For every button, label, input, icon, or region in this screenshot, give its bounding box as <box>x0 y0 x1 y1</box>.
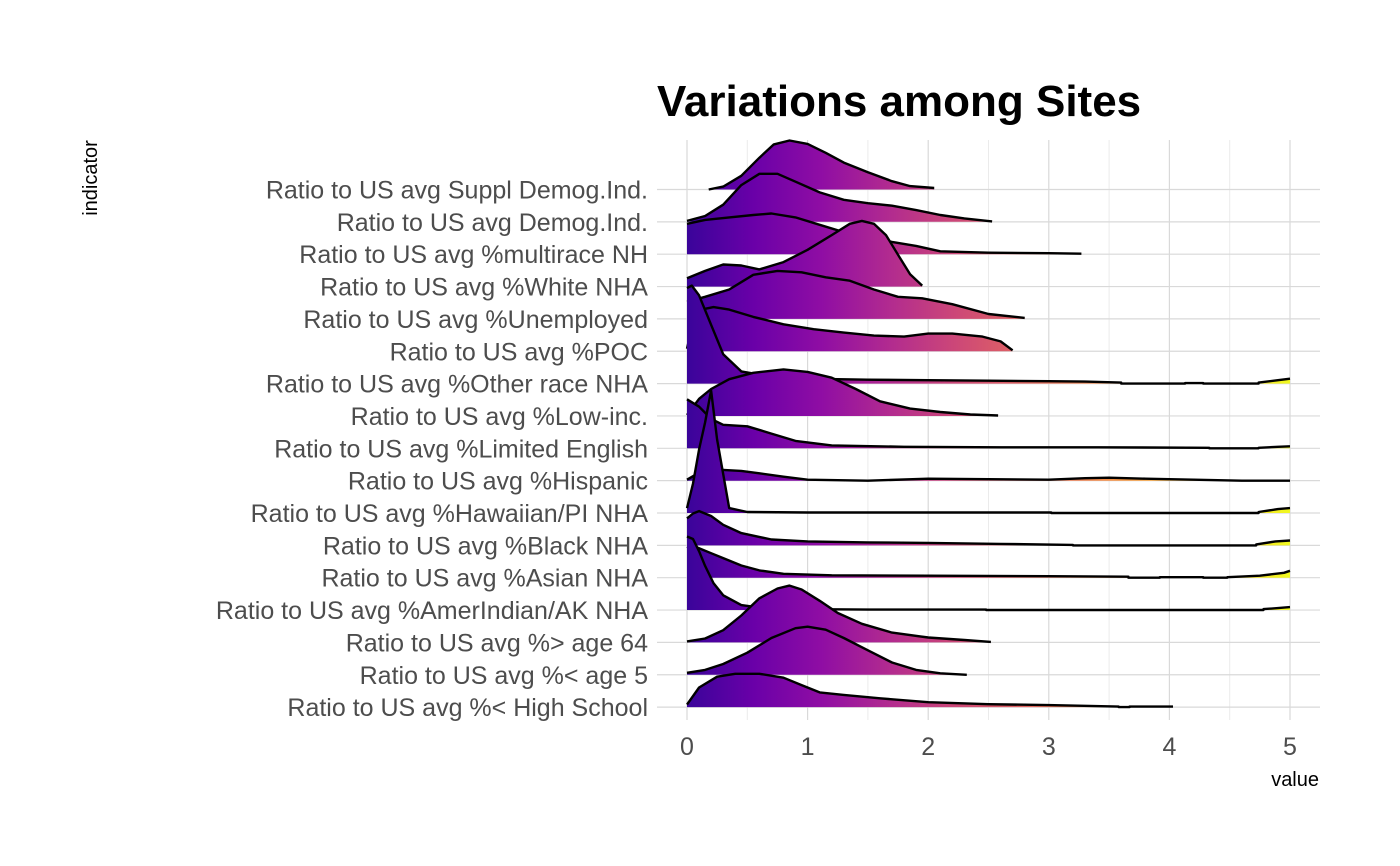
y-tick-label: Ratio to US avg %> age 64 <box>346 629 648 657</box>
ridge-outline <box>686 544 1291 579</box>
y-tick-label: Ratio to US avg %POC <box>390 338 648 366</box>
ridge-outline <box>686 625 967 676</box>
ridge-outline <box>686 672 1173 709</box>
y-tick-label: Ratio to US avg %AmerIndian/AK NHA <box>216 597 648 625</box>
y-tick-label: Ratio to US avg %multirace NH <box>299 241 648 269</box>
ridge-outline <box>708 139 935 191</box>
ridge-fill <box>687 307 1013 352</box>
y-tick-label: Ratio to US avg %White NHA <box>320 274 648 302</box>
ridge-fill <box>708 140 935 190</box>
ridge-fill <box>687 399 1290 449</box>
ridge-outline <box>685 305 1014 352</box>
x-tick-label: 5 <box>1283 733 1297 761</box>
ridge-fill <box>687 213 1082 255</box>
ridge-fill <box>687 545 1290 578</box>
ridge-outline <box>686 172 993 223</box>
y-tick-label: Ratio to US avg %< High School <box>287 694 648 722</box>
ridge-fill <box>687 220 923 287</box>
y-tick-label: Ratio to US avg Suppl Demog.Ind. <box>266 177 648 205</box>
y-tick-label: Ratio to US avg %Low-inc. <box>351 403 648 431</box>
y-tick-label: Ratio to US avg %Hispanic <box>348 468 648 496</box>
y-tick-label: Ratio to US avg %Black NHA <box>323 532 648 560</box>
x-tick-labels: 0 1 2 3 4 5 <box>680 733 1297 761</box>
ridge-fill <box>687 673 1173 708</box>
ridge-fill <box>687 626 967 675</box>
ridges <box>685 139 1291 709</box>
y-tick-labels: Ratio to US avg Suppl Demog.Ind. Ratio to… <box>216 177 648 723</box>
ridge-outline <box>686 219 924 287</box>
ridge-fill <box>687 369 999 416</box>
ridge-outline <box>686 269 1025 320</box>
ridge-outline <box>685 389 1291 515</box>
chart-title: Variations among Sites <box>657 77 1141 126</box>
y-tick-label: Ratio to US avg %Limited English <box>274 435 648 463</box>
ridge-outline <box>686 284 1291 385</box>
x-tick-label: 1 <box>801 733 815 761</box>
y-tick-label: Ratio to US avg Demog.Ind. <box>337 209 648 237</box>
x-tick-label: 3 <box>1042 733 1056 761</box>
y-tick-label: Ratio to US avg %Hawaiian/PI NHA <box>251 500 649 528</box>
ridge-fill <box>687 173 993 222</box>
x-tick-label: 0 <box>680 733 694 761</box>
ridge-outline <box>686 509 1291 547</box>
ridge-fill <box>687 511 1290 546</box>
y-axis-title: indicator <box>80 140 102 216</box>
x-axis-title: value <box>1271 769 1319 791</box>
ridge-outline <box>686 584 991 644</box>
ridge-outline <box>686 368 999 417</box>
x-tick-label: 4 <box>1162 733 1176 761</box>
ridge-outline <box>686 398 1291 450</box>
y-tick-label: Ratio to US avg %Unemployed <box>303 306 648 334</box>
y-tick-label: Ratio to US avg %< age 5 <box>360 662 648 690</box>
x-tick-label: 2 <box>921 733 935 761</box>
y-tick-label: Ratio to US avg %Asian NHA <box>321 565 648 593</box>
y-tick-label: Ratio to US avg %Other race NHA <box>266 371 648 399</box>
ridge-fill <box>687 270 1025 319</box>
ridge-fill <box>687 468 1290 481</box>
